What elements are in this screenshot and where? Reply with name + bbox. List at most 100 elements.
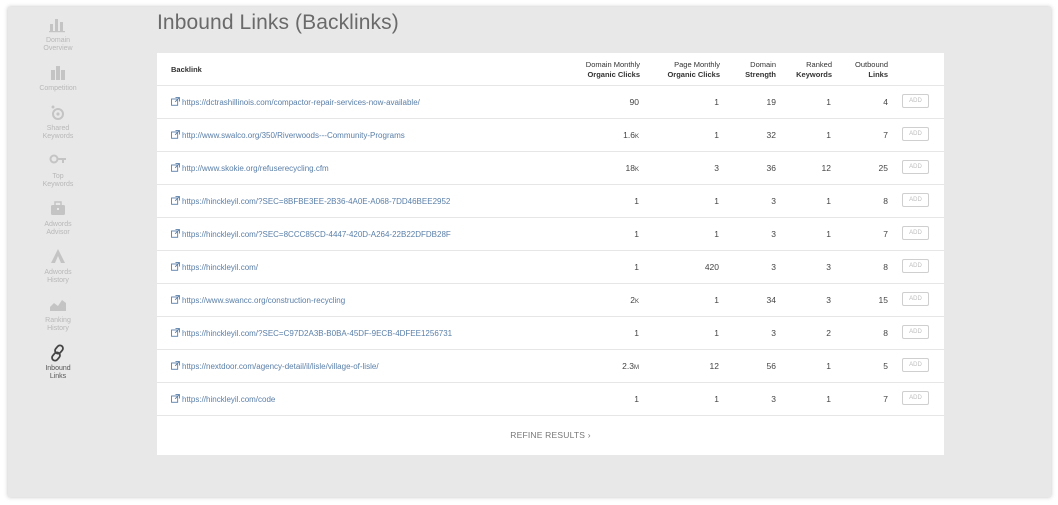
backlink-url-link[interactable]: https://hinckleyil.com/?SEC=C97D2A3B-B0B…	[171, 328, 452, 339]
add-button[interactable]: ADD	[902, 127, 929, 141]
domain-strength: 19	[766, 97, 776, 107]
sidebar-item-adwords-advisor[interactable]: Adwords Advisor	[8, 199, 108, 247]
domain-strength: 34	[766, 295, 776, 305]
backlink-url-link[interactable]: https://www.swancc.org/construction-recy…	[171, 295, 345, 306]
backlink-url-text: https://hinckleyil.com/	[182, 263, 259, 272]
header-domain-strength-line2: Strength	[745, 70, 776, 79]
add-button[interactable]: ADD	[902, 325, 929, 339]
header-ranked-keywords[interactable]: Ranked Keywords	[796, 60, 832, 80]
table-header: Backlink Domain Monthly Organic Clicks P…	[157, 53, 944, 86]
header-outbound-links[interactable]: Outbound Links	[855, 60, 888, 80]
ranked-keywords: 1	[826, 196, 831, 206]
app-frame: Domain Overview Competition Shared Keywo…	[8, 7, 1051, 497]
area-chart-icon	[8, 295, 108, 317]
sidebar-item-ranking-history[interactable]: Ranking History	[8, 295, 108, 343]
ranked-keywords: 2	[826, 328, 831, 338]
table-row: https://hinckleyil.com/?SEC=C97D2A3B-B0B…	[157, 317, 944, 350]
domain-monthly-clicks-suffix: K	[634, 167, 639, 173]
table-row: https://hinckleyil.com/?SEC=8BFBE3EE-2B3…	[157, 185, 944, 218]
domain-monthly-clicks: 1	[634, 229, 639, 242]
domain-monthly-clicks: 1	[634, 328, 639, 341]
outbound-links: 8	[883, 262, 888, 272]
backlink-url-link[interactable]: https://hinckleyil.com/code	[171, 394, 275, 405]
header-domain-monthly-line1: Domain Monthly	[585, 60, 640, 69]
page-monthly-clicks: 420	[704, 262, 719, 272]
domain-monthly-clicks-value: 1	[634, 394, 639, 404]
backlinks-panel: Backlink Domain Monthly Organic Clicks P…	[157, 53, 944, 455]
external-link-icon	[171, 295, 180, 304]
outbound-links: 8	[883, 196, 888, 206]
domain-strength: 3	[771, 328, 776, 338]
sidebar-item-label: Inbound Links	[45, 365, 71, 380]
header-page-monthly[interactable]: Page Monthly Organic Clicks	[667, 60, 720, 80]
add-button[interactable]: ADD	[902, 193, 929, 207]
domain-monthly-clicks: 2K	[630, 295, 639, 308]
backlink-url-link[interactable]: https://hinckleyil.com/?SEC=8CCC85CD-444…	[171, 229, 451, 240]
domain-monthly-clicks-value: 18	[625, 163, 635, 173]
backlink-url-link[interactable]: https://hinckleyil.com/?SEC=8BFBE3EE-2B3…	[171, 196, 450, 207]
external-link-icon	[171, 361, 180, 370]
header-domain-monthly[interactable]: Domain Monthly Organic Clicks	[586, 60, 640, 80]
backlink-url-link[interactable]: https://dctrashillinois.com/compactor-re…	[171, 97, 420, 108]
domain-strength: 3	[771, 394, 776, 404]
external-link-icon	[171, 394, 180, 403]
header-page-monthly-line1: Page Monthly	[674, 60, 720, 69]
sidebar-item-inbound-links[interactable]: Inbound Links	[8, 343, 108, 391]
backlink-url-link[interactable]: http://www.swalco.org/350/Riverwoods---C…	[171, 130, 405, 141]
sidebar-item-competition[interactable]: Competition	[8, 63, 108, 111]
header-page-monthly-line2: Organic Clicks	[667, 70, 720, 79]
domain-monthly-clicks-suffix: K	[634, 299, 639, 305]
backlink-url-text: https://hinckleyil.com/?SEC=8CCC85CD-444…	[182, 230, 451, 239]
table-row: https://nextdoor.com/agency-detail/il/li…	[157, 350, 944, 383]
outbound-links: 25	[878, 163, 888, 173]
backlink-url-link[interactable]: http://www.skokie.org/refuserecycling.cf…	[171, 163, 329, 174]
sidebar-item-label: Shared Keywords	[42, 125, 74, 140]
sidebar-item-domain-overview[interactable]: Domain Overview	[8, 15, 108, 63]
bar-chart-icon	[8, 15, 108, 37]
backlink-url-link[interactable]: https://nextdoor.com/agency-detail/il/li…	[171, 361, 379, 372]
external-link-icon	[171, 262, 180, 271]
backlink-url-text: https://www.swancc.org/construction-recy…	[182, 296, 346, 305]
add-button[interactable]: ADD	[902, 259, 929, 273]
outbound-links: 15	[878, 295, 888, 305]
header-ranked-keywords-line1: Ranked	[806, 60, 832, 69]
ranked-keywords: 1	[826, 130, 831, 140]
domain-monthly-clicks-value: 1	[634, 328, 639, 338]
outbound-links: 7	[883, 130, 888, 140]
sidebar-item-shared-keywords[interactable]: Shared Keywords	[8, 103, 108, 151]
key-icon	[8, 151, 108, 173]
add-button[interactable]: ADD	[902, 160, 929, 174]
adwords-icon	[8, 247, 108, 269]
add-button[interactable]: ADD	[902, 391, 929, 405]
external-link-icon	[171, 196, 180, 205]
domain-monthly-clicks: 90	[630, 97, 639, 110]
add-button[interactable]: ADD	[902, 226, 929, 240]
domain-monthly-clicks: 1.6K	[623, 130, 639, 143]
header-outbound-links-line2: Links	[868, 70, 888, 79]
domain-strength: 3	[771, 229, 776, 239]
domain-strength: 56	[766, 361, 776, 371]
domain-monthly-clicks-value: 1	[634, 262, 639, 272]
backlink-url-text: http://www.skokie.org/refuserecycling.cf…	[182, 164, 329, 173]
domain-monthly-clicks: 1	[634, 262, 639, 275]
domain-monthly-clicks: 18K	[626, 163, 639, 176]
page-monthly-clicks: 1	[714, 97, 719, 107]
header-ranked-keywords-line2: Keywords	[796, 70, 832, 79]
ranked-keywords: 3	[826, 262, 831, 272]
ranked-keywords: 1	[826, 229, 831, 239]
sidebar-item-top-keywords[interactable]: Top Keywords	[8, 151, 108, 199]
sidebar-item-adwords-history[interactable]: Adwords History	[8, 247, 108, 295]
domain-strength: 36	[766, 163, 776, 173]
backlink-url-link[interactable]: https://hinckleyil.com/	[171, 262, 258, 273]
outbound-links: 7	[883, 229, 888, 239]
add-button[interactable]: ADD	[902, 292, 929, 306]
external-link-icon	[171, 97, 180, 106]
refine-results-button[interactable]: REFINE RESULTS ›	[510, 430, 591, 440]
add-button[interactable]: ADD	[902, 358, 929, 372]
link-icon	[8, 343, 108, 365]
domain-strength: 3	[771, 196, 776, 206]
add-button[interactable]: ADD	[902, 94, 929, 108]
domain-monthly-clicks-suffix: K	[634, 134, 639, 140]
domain-monthly-clicks-value: 1	[634, 196, 639, 206]
header-domain-strength[interactable]: Domain Strength	[745, 60, 776, 80]
